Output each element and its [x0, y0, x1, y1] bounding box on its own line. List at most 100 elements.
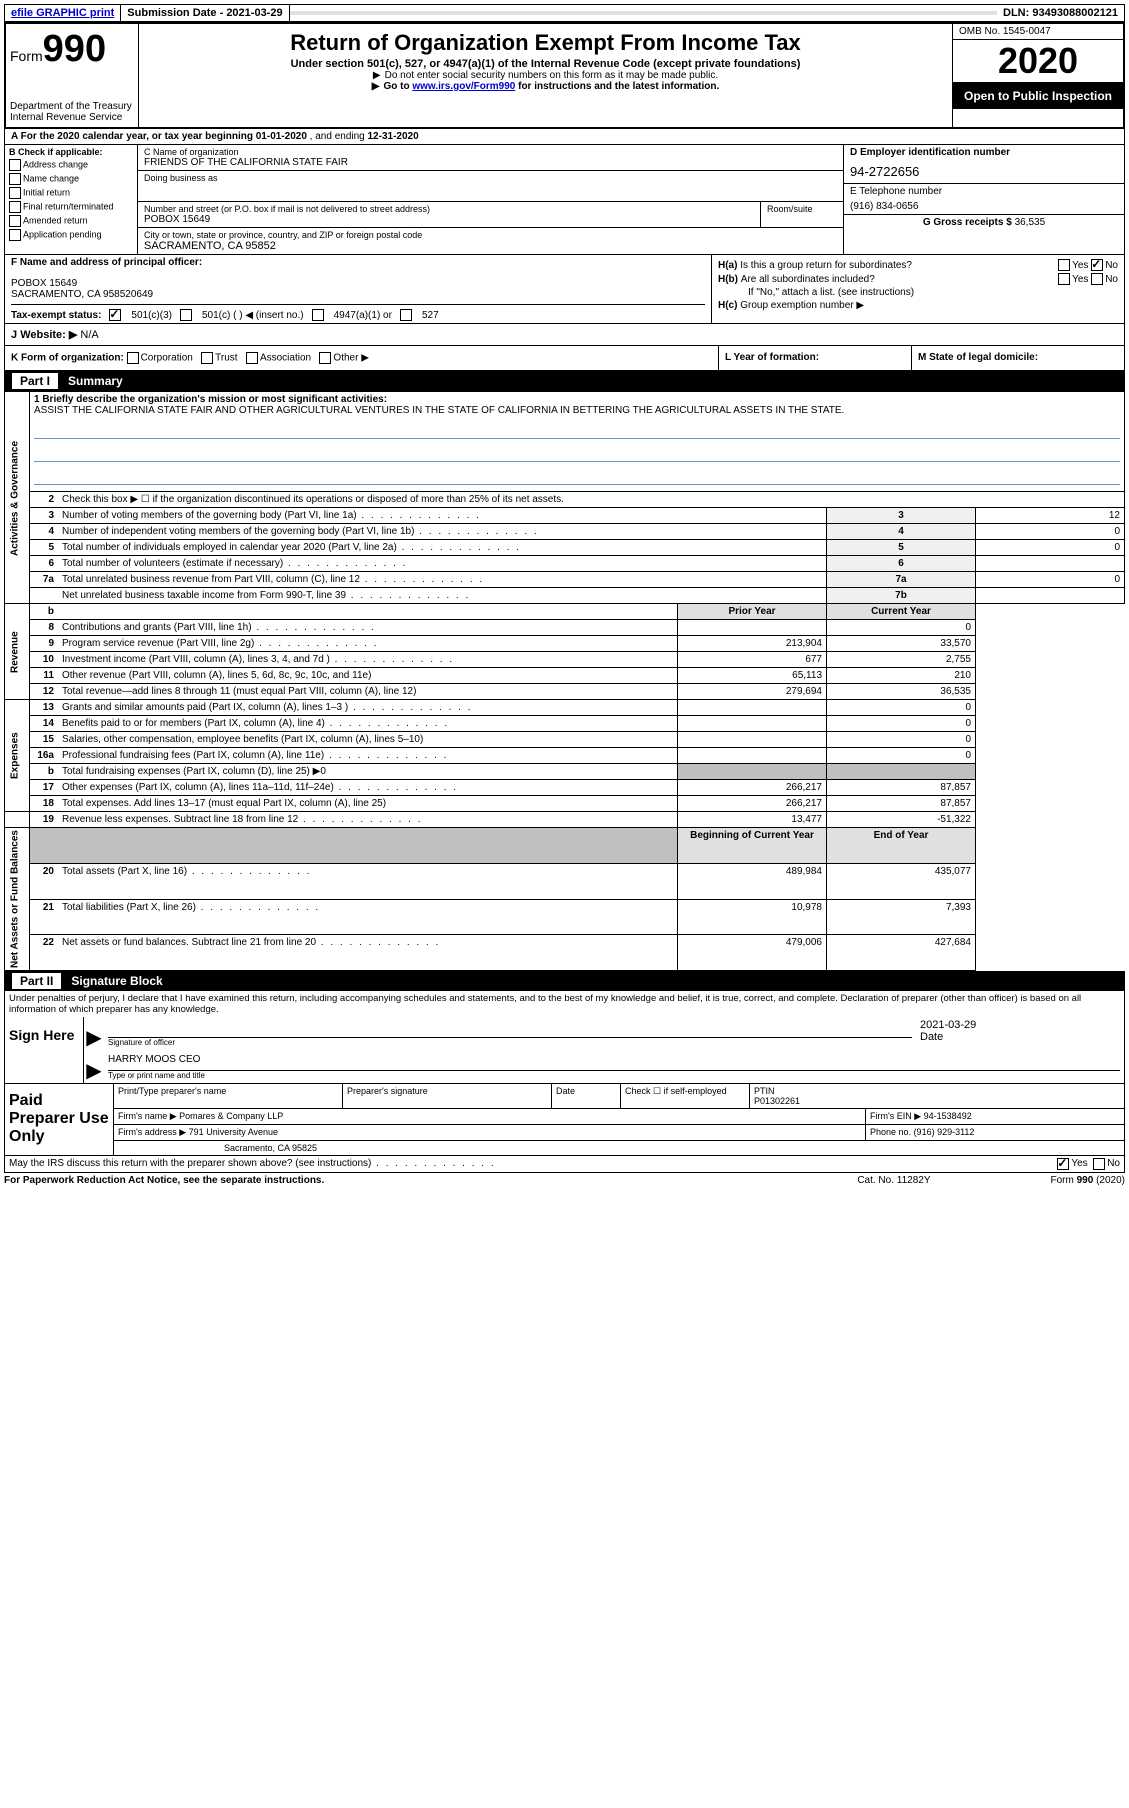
check-app-pending[interactable]: [9, 229, 21, 241]
firm-ein-label: Firm's EIN ▶: [870, 1111, 921, 1121]
discuss-no-label: No: [1107, 1158, 1120, 1170]
hb-no[interactable]: [1091, 273, 1103, 285]
ha-yes-label: Yes: [1072, 260, 1088, 271]
line16b-curr: [827, 764, 976, 780]
label-amended: Amended return: [23, 215, 88, 225]
paid-preparer-block: Paid Preparer Use Only Print/Type prepar…: [4, 1084, 1125, 1156]
check-527[interactable]: [400, 309, 412, 321]
discuss-row: May the IRS discuss this return with the…: [4, 1156, 1125, 1173]
check-assoc[interactable]: [246, 352, 258, 364]
current-year-header: Current Year: [827, 604, 976, 620]
line14-curr: 0: [827, 716, 976, 732]
ha-yes[interactable]: [1058, 259, 1070, 271]
ha-label: H(a): [718, 260, 737, 271]
j-label: J: [11, 329, 17, 341]
label-initial-return: Initial return: [23, 187, 70, 197]
goto-prefix: Go to: [372, 81, 413, 92]
efile-print-link[interactable]: efile GRAPHIC print: [5, 5, 120, 21]
hb-question: Are all subordinates included?: [741, 274, 1058, 285]
line10-num: 10: [30, 652, 59, 668]
check-other[interactable]: [319, 352, 331, 364]
sig-arrow-icon-2: ▶: [84, 1050, 104, 1083]
line4-num: 4: [30, 524, 59, 540]
label-trust: Trust: [215, 353, 237, 364]
check-amended[interactable]: [9, 215, 21, 227]
ein-value: 94-2722656: [844, 160, 1124, 183]
line19-text: Revenue less expenses. Subtract line 18 …: [62, 814, 423, 825]
prep-name-label: Print/Type preparer's name: [114, 1084, 343, 1108]
form-title-col: Return of Organization Exempt From Incom…: [139, 24, 953, 127]
gross-value: 36,535: [1015, 217, 1046, 228]
line21-num: 21: [30, 899, 59, 935]
prep-date-label: Date: [552, 1084, 621, 1108]
line14-text: Benefits paid to or for members (Part IX…: [62, 718, 449, 729]
check-address-change[interactable]: [9, 159, 21, 171]
line14-prior: [678, 716, 827, 732]
tax-year-row: A For the 2020 calendar year, or tax yea…: [4, 129, 1125, 145]
signature-block: Under penalties of perjury, I declare th…: [4, 991, 1125, 1084]
check-501c[interactable]: [180, 309, 192, 321]
officer-addr1: POBOX 15649: [11, 278, 705, 289]
sig-date-value: 2021-03-29: [920, 1019, 1120, 1031]
line4-text: Number of independent voting members of …: [62, 526, 539, 537]
check-final-return[interactable]: [9, 201, 21, 213]
addr-label: Number and street (or P.O. box if mail i…: [144, 204, 754, 214]
mission-text: ASSIST THE CALIFORNIA STATE FAIR AND OTH…: [34, 405, 1120, 416]
summary-table: Activities & Governance 1 Briefly descri…: [4, 391, 1125, 971]
line8-prior: [678, 620, 827, 636]
sig-arrow-icon: ▶: [84, 1017, 104, 1050]
check-501c3[interactable]: [109, 309, 121, 321]
line4-box: 4: [827, 524, 976, 540]
line22-num: 22: [30, 935, 59, 971]
line5-text: Total number of individuals employed in …: [62, 542, 521, 553]
label-assoc: Association: [260, 353, 311, 364]
irs-link[interactable]: www.irs.gov/Form990: [412, 81, 515, 92]
discuss-yes[interactable]: [1057, 1158, 1069, 1170]
line17-text: Other expenses (Part IX, column (A), lin…: [62, 782, 458, 793]
part1-bar: Part I Summary: [4, 371, 1125, 391]
discuss-no[interactable]: [1093, 1158, 1105, 1170]
line7a-num: 7a: [30, 572, 59, 588]
line7a-box: 7a: [827, 572, 976, 588]
line8-num: 8: [30, 620, 59, 636]
line11-text: Other revenue (Part VIII, column (A), li…: [62, 670, 371, 681]
check-4947[interactable]: [312, 309, 324, 321]
line11-prior: 65,113: [678, 668, 827, 684]
line16b-text: Total fundraising expenses (Part IX, col…: [62, 766, 326, 777]
line10-curr: 2,755: [827, 652, 976, 668]
line20-curr: 435,077: [827, 863, 976, 899]
check-name-change[interactable]: [9, 173, 21, 185]
firm-name-value: Pomares & Company LLP: [179, 1111, 283, 1121]
m-label: M State of legal domicile:: [918, 352, 1038, 363]
label-527: 527: [422, 310, 439, 321]
col-b-header: B Check if applicable:: [9, 147, 133, 157]
ha-no[interactable]: [1091, 259, 1103, 271]
line12-num: 12: [30, 684, 59, 700]
part1-num: Part I: [12, 373, 58, 389]
discuss-yes-label: Yes: [1071, 1158, 1087, 1170]
check-trust[interactable]: [201, 352, 213, 364]
line6-num: 6: [30, 556, 59, 572]
city-value: SACRAMENTO, CA 95852: [144, 240, 837, 252]
firm-name-label: Firm's name ▶: [118, 1111, 177, 1121]
check-initial-return[interactable]: [9, 187, 21, 199]
part1-title: Summary: [68, 374, 123, 388]
hb-note: If "No," attach a list. (see instruction…: [718, 287, 1118, 298]
officer-name-value: HARRY MOOS CEO: [108, 1052, 1120, 1071]
part2-num: Part II: [12, 973, 61, 989]
line12-prior: 279,694: [678, 684, 827, 700]
line10-prior: 677: [678, 652, 827, 668]
hb-yes[interactable]: [1058, 273, 1070, 285]
officer-addr2: SACRAMENTO, CA 958520649: [11, 289, 705, 300]
line11-curr: 210: [827, 668, 976, 684]
vert-expenses: Expenses: [5, 700, 30, 812]
line6-text: Total number of volunteers (estimate if …: [62, 558, 407, 569]
line3-box: 3: [827, 508, 976, 524]
l-label: L Year of formation:: [725, 352, 819, 363]
line9-num: 9: [30, 636, 59, 652]
line22-curr: 427,684: [827, 935, 976, 971]
line16a-num: 16a: [30, 748, 59, 764]
tax-year-a-label: A For the 2020 calendar year, or tax yea…: [11, 131, 256, 142]
check-corp[interactable]: [127, 352, 139, 364]
line9-text: Program service revenue (Part VIII, line…: [62, 638, 379, 649]
